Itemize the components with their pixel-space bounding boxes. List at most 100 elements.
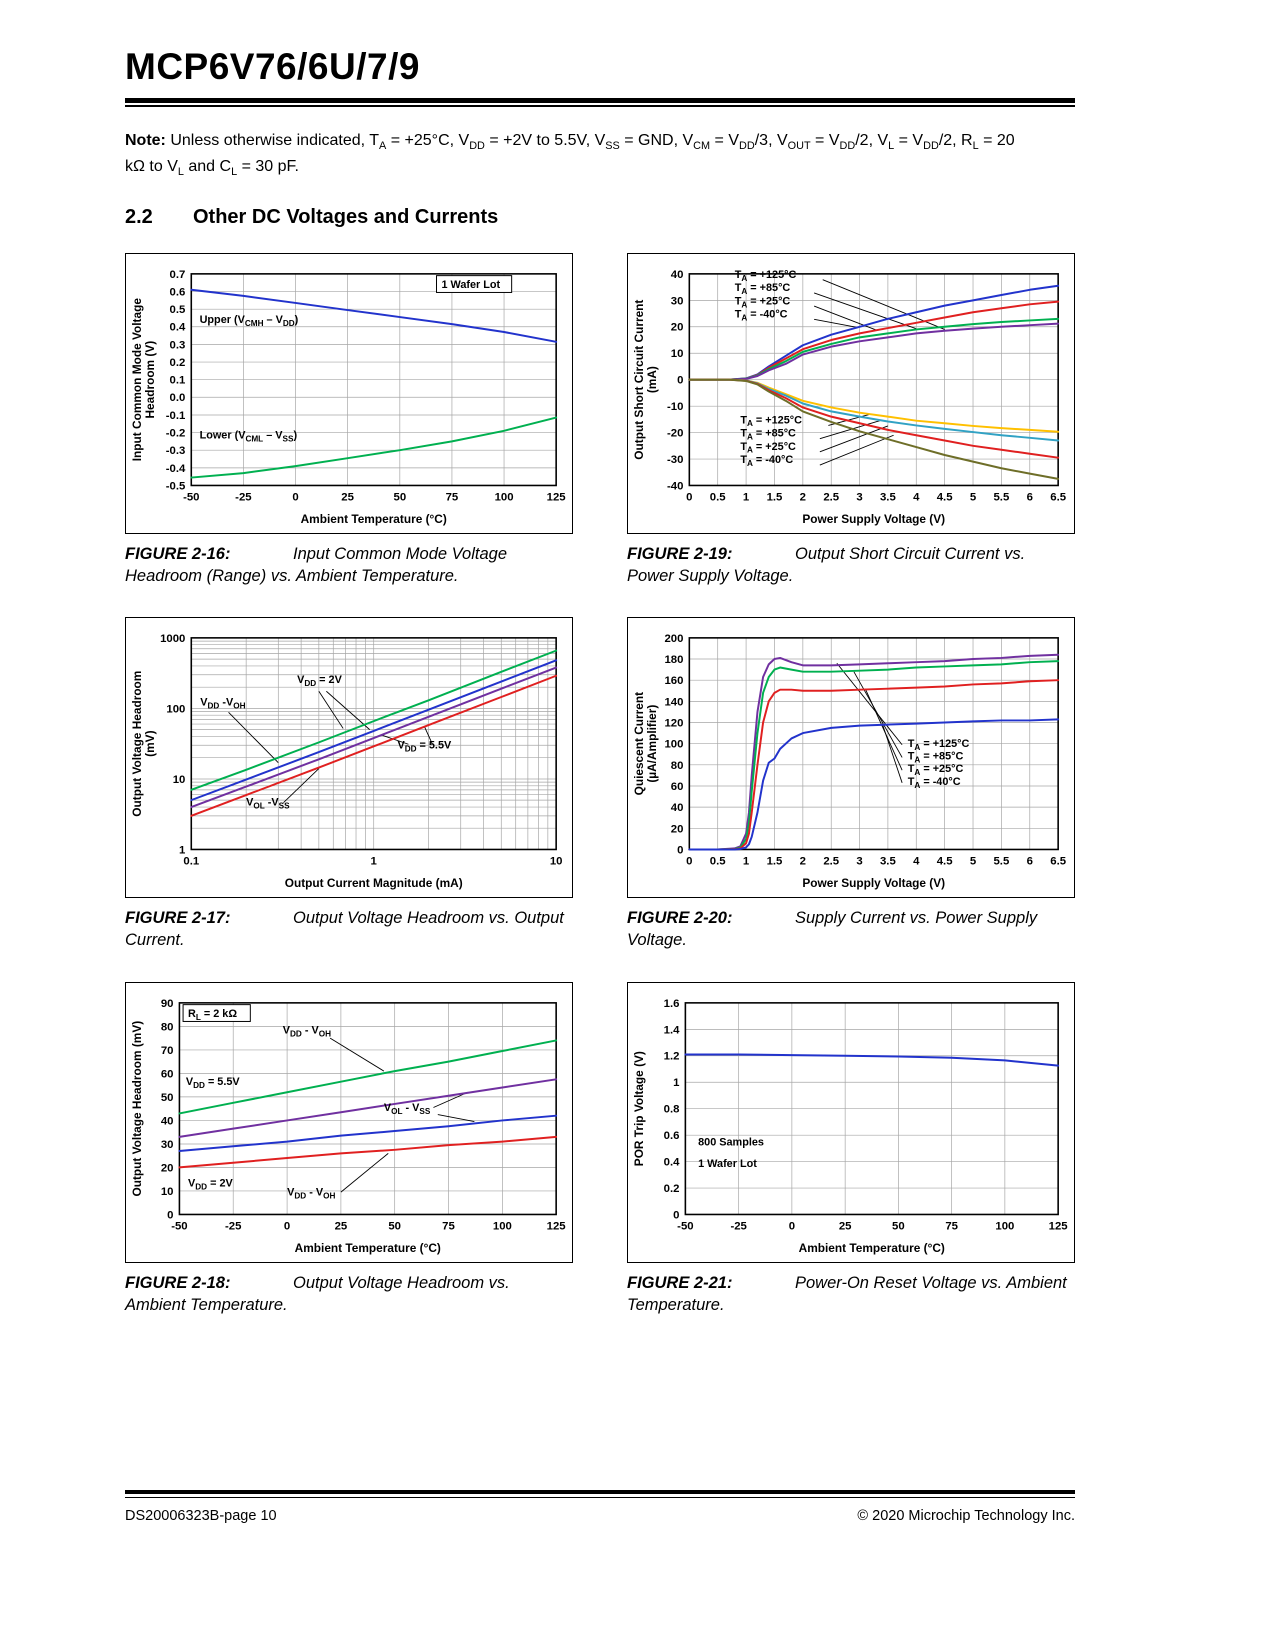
svg-text:Output Current Magnitude (mA): Output Current Magnitude (mA) bbox=[285, 877, 463, 891]
svg-text:100: 100 bbox=[664, 739, 683, 751]
svg-text:3: 3 bbox=[856, 491, 862, 503]
svg-text:75: 75 bbox=[446, 491, 459, 503]
chart-output-short-circuit-current: 0 0.5 1 1.5 2 2.5 3 3.5 4 4.5 5 5.5 6 6.5 -40 -30 -20 -10… bbox=[627, 253, 1075, 534]
svg-text:20: 20 bbox=[671, 322, 684, 334]
svg-text:-0.5: -0.5 bbox=[166, 480, 186, 492]
svg-text:VDD = 2V: VDD = 2V bbox=[188, 1177, 233, 1191]
svg-text:70: 70 bbox=[161, 1045, 174, 1057]
product-title: MCP6V76/6U/7/9 bbox=[125, 46, 420, 87]
doc-number: DS20006323B-page 10 bbox=[125, 1508, 277, 1524]
svg-text:40: 40 bbox=[671, 803, 684, 815]
svg-text:100: 100 bbox=[493, 1220, 512, 1232]
svg-text:TA = -40°C: TA = -40°C bbox=[740, 454, 793, 468]
svg-text:1.6: 1.6 bbox=[664, 998, 680, 1010]
svg-text:-0.3: -0.3 bbox=[166, 445, 186, 457]
svg-text:50: 50 bbox=[161, 1092, 174, 1104]
svg-text:75: 75 bbox=[945, 1220, 958, 1232]
svg-text:0: 0 bbox=[677, 845, 683, 857]
svg-text:50: 50 bbox=[892, 1220, 905, 1232]
svg-text:Power Supply Voltage (V): Power Supply Voltage (V) bbox=[802, 512, 945, 526]
svg-text:2.5: 2.5 bbox=[823, 491, 839, 503]
figure-2-21-caption: FIGURE 2-21: Power-On Reset Voltage vs. A… bbox=[627, 1273, 1075, 1317]
figure-2-18-caption: FIGURE 2-18: Output Voltage Headroom vs. … bbox=[125, 1273, 573, 1317]
figure-title: Supply Current vs. Power Supply Voltage. bbox=[627, 909, 1038, 950]
figure-title: Input Common Mode Voltage Headroom (Rang… bbox=[125, 544, 508, 585]
page-footer: DS20006323B-page 10 © 2020 Microchip Tec… bbox=[125, 1490, 1075, 1650]
svg-text:0.2: 0.2 bbox=[170, 357, 186, 369]
chart-svg: 0 0.5 1 1.5 2 2.5 3 3.5 4 4.5 5 5.5 6 6.5 0 20 40 60 80 100… bbox=[632, 633, 1066, 890]
svg-text:1: 1 bbox=[179, 845, 185, 857]
svg-text:VDD = 5.5V: VDD = 5.5V bbox=[186, 1076, 241, 1090]
svg-text:Output Short Circuit Current: Output Short Circuit Current bbox=[632, 300, 646, 460]
svg-text:Ambient Temperature (°C): Ambient Temperature (°C) bbox=[301, 512, 447, 526]
figure-2-20: 0 0.5 1 1.5 2 2.5 3 3.5 4 4.5 5 5.5 6 6.5 0 20 40 60 80 100… bbox=[627, 617, 1075, 951]
svg-text:90: 90 bbox=[161, 998, 174, 1010]
svg-text:30: 30 bbox=[161, 1139, 174, 1151]
svg-text:180: 180 bbox=[664, 654, 683, 666]
svg-text:Quiescent Current: Quiescent Current bbox=[632, 692, 646, 796]
figure-number: FIGURE 2-21: bbox=[627, 1273, 733, 1292]
figure-2-16: -50 -25 0 25 50 75 100 125 -0.5 -0.4 -0.3 -0.2 -0.1 0… bbox=[125, 253, 573, 587]
svg-text:25: 25 bbox=[839, 1220, 852, 1232]
svg-text:80: 80 bbox=[671, 760, 684, 772]
svg-text:0.4: 0.4 bbox=[170, 322, 186, 334]
svg-text:6: 6 bbox=[1027, 491, 1033, 503]
svg-text:50: 50 bbox=[388, 1220, 401, 1232]
chart-svg: -50 -25 0 25 50 75 100 125 0 0.2 0.4 0.6 0.8 1 1.2 1.4 1… bbox=[632, 998, 1068, 1255]
svg-text:1: 1 bbox=[743, 856, 749, 868]
figure-2-17: 0.1 1 10 1 10 100 1000 Output Current Magnitude… bbox=[125, 617, 573, 951]
svg-text:1: 1 bbox=[673, 1077, 679, 1089]
svg-text:-50: -50 bbox=[171, 1220, 187, 1232]
svg-text:10: 10 bbox=[671, 348, 684, 360]
svg-text:1.5: 1.5 bbox=[767, 491, 783, 503]
svg-text:1.4: 1.4 bbox=[664, 1024, 680, 1036]
svg-text:Lower (VCML – VSS): Lower (VCML – VSS) bbox=[200, 430, 298, 444]
header-rule bbox=[125, 98, 1075, 107]
svg-text:5: 5 bbox=[970, 491, 976, 503]
svg-text:0.1: 0.1 bbox=[170, 375, 186, 387]
svg-text:30: 30 bbox=[671, 295, 684, 307]
figure-2-16-caption: FIGURE 2-16: Input Common Mode Voltage He… bbox=[125, 544, 573, 588]
svg-text:-20: -20 bbox=[667, 428, 683, 440]
figure-number: FIGURE 2-20: bbox=[627, 909, 733, 928]
figure-2-19: 0 0.5 1 1.5 2 2.5 3 3.5 4 4.5 5 5.5 6 6.5 -40 -30 -20 -10… bbox=[627, 253, 1075, 587]
svg-text:-50: -50 bbox=[183, 491, 199, 503]
svg-text:140: 140 bbox=[664, 697, 683, 709]
svg-text:0: 0 bbox=[673, 1209, 679, 1221]
svg-text:6.5: 6.5 bbox=[1050, 856, 1066, 868]
figures-grid: -50 -25 0 25 50 75 100 125 -0.5 -0.4 -0.3 -0.2 -0.1 0… bbox=[125, 253, 1075, 1346]
svg-text:200: 200 bbox=[664, 633, 683, 645]
svg-text:TA = +125°C: TA = +125°C bbox=[740, 414, 802, 428]
svg-text:(mV): (mV) bbox=[143, 731, 157, 757]
svg-text:4: 4 bbox=[913, 856, 920, 868]
svg-text:800 Samples: 800 Samples bbox=[698, 1137, 764, 1149]
svg-text:0.2: 0.2 bbox=[664, 1183, 680, 1195]
svg-text:0.5: 0.5 bbox=[710, 856, 726, 868]
figure-title: Output Voltage Headroom vs. Ambient Temp… bbox=[125, 1273, 510, 1314]
svg-text:-25: -25 bbox=[730, 1220, 746, 1232]
svg-text:-0.2: -0.2 bbox=[166, 428, 186, 440]
svg-text:1: 1 bbox=[371, 856, 377, 868]
svg-text:TA = +85°C: TA = +85°C bbox=[908, 751, 964, 765]
svg-text:10: 10 bbox=[550, 856, 563, 868]
svg-text:75: 75 bbox=[442, 1220, 455, 1232]
svg-text:2: 2 bbox=[800, 491, 806, 503]
svg-text:0.8: 0.8 bbox=[664, 1104, 680, 1116]
svg-text:VOL - VSS: VOL - VSS bbox=[384, 1102, 431, 1116]
svg-text:VDD = 2V: VDD = 2V bbox=[297, 674, 342, 688]
svg-text:0: 0 bbox=[292, 491, 298, 503]
page-header: MCP6V76/6U/7/9 bbox=[125, 46, 1075, 107]
svg-text:0.6: 0.6 bbox=[170, 286, 186, 298]
svg-text:0.5: 0.5 bbox=[170, 304, 186, 316]
svg-text:10: 10 bbox=[173, 774, 186, 786]
footer-rule bbox=[125, 1490, 1075, 1498]
figure-title: Power-On Reset Voltage vs. Ambient Tempe… bbox=[627, 1273, 1067, 1314]
svg-text:0: 0 bbox=[686, 491, 692, 503]
conditions-note: Note: Unless otherwise indicated, TA = +… bbox=[125, 129, 1035, 180]
section-heading: 2.2 Other DC Voltages and Currents bbox=[125, 206, 1075, 229]
svg-text:RL = 2 kΩ: RL = 2 kΩ bbox=[188, 1008, 237, 1022]
svg-text:VDD = 5.5V: VDD = 5.5V bbox=[397, 740, 452, 754]
figure-2-21: -50 -25 0 25 50 75 100 125 0 0.2 0.4 0.6 0.8 1 1.2 1.4 1… bbox=[627, 981, 1075, 1317]
svg-text:TA = +85°C: TA = +85°C bbox=[740, 428, 796, 442]
